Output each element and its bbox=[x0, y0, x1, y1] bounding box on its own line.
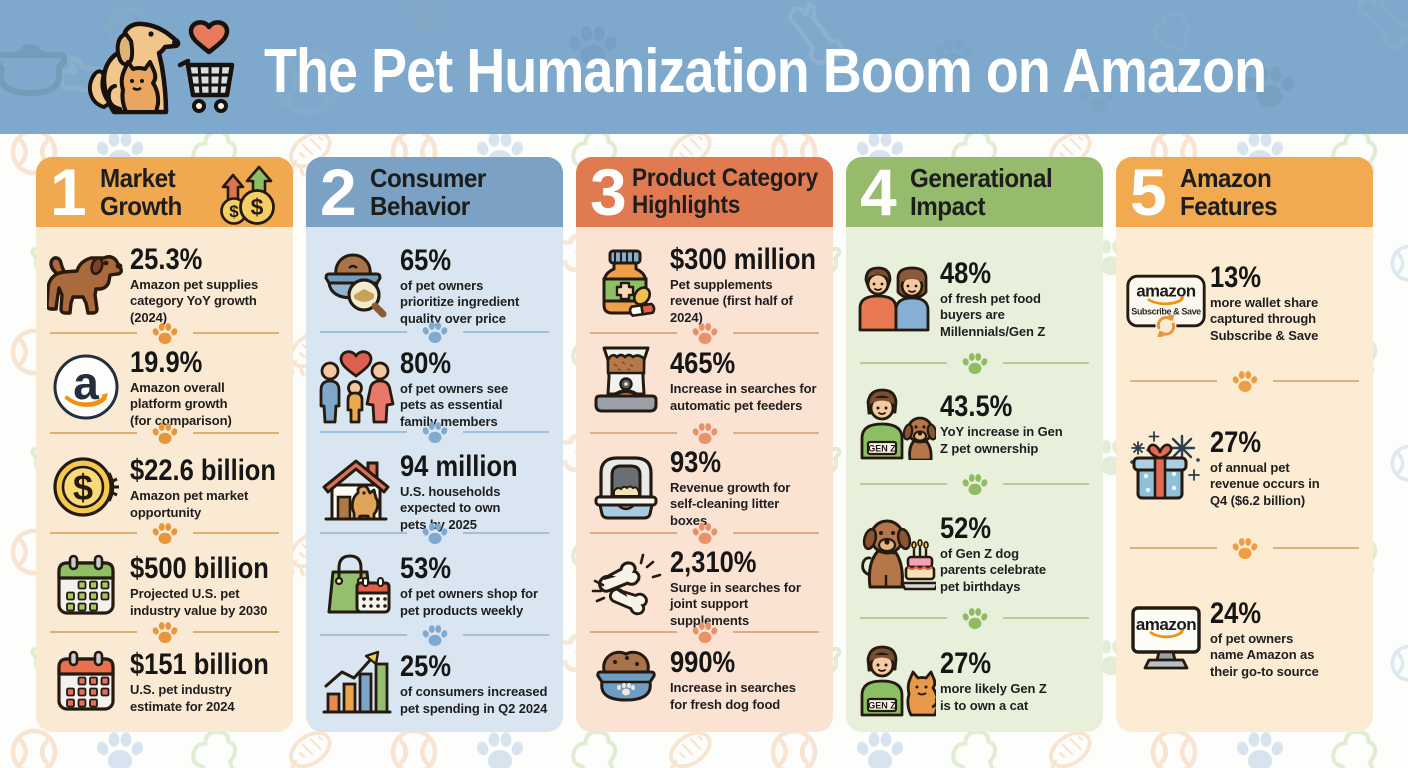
svg-text:amazon: amazon bbox=[1136, 615, 1196, 634]
svg-text:Subscribe & Save: Subscribe & Save bbox=[1131, 306, 1201, 316]
svg-text:$: $ bbox=[229, 202, 239, 221]
svg-text:$: $ bbox=[73, 467, 93, 508]
svg-text:$: $ bbox=[251, 194, 264, 220]
svg-text:amazon: amazon bbox=[1136, 281, 1196, 300]
svg-text:GEN Z: GEN Z bbox=[868, 701, 896, 711]
svg-text:GEN Z: GEN Z bbox=[868, 444, 896, 454]
svg-text:a: a bbox=[73, 357, 99, 409]
